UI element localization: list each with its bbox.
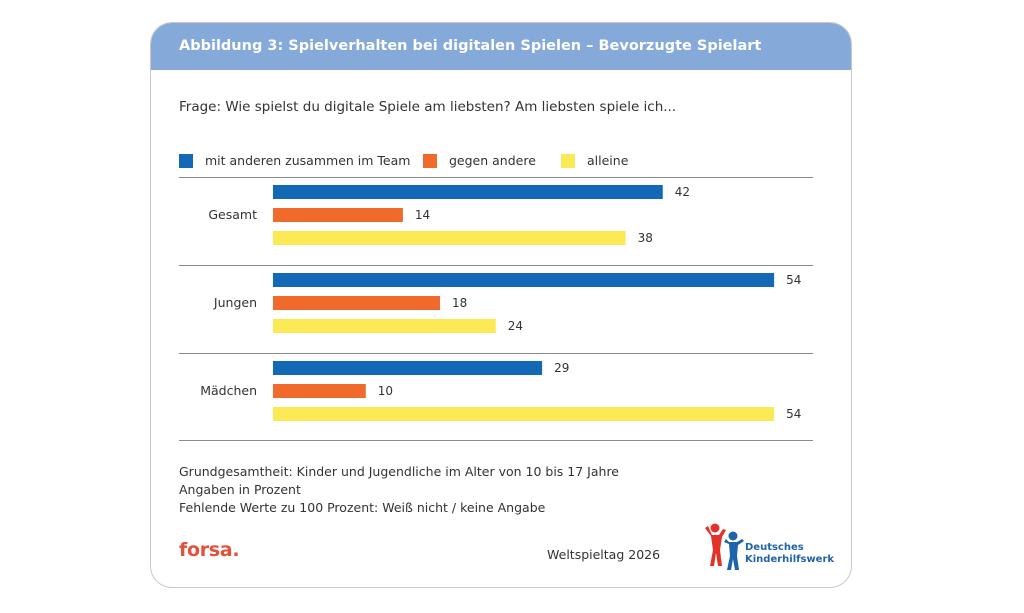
legend-label-against: gegen andere xyxy=(449,153,536,168)
bar-mädchen-team xyxy=(273,361,543,375)
data-label-jungen-team: 54 xyxy=(786,273,801,287)
bar-mädchen-against xyxy=(273,384,366,398)
category-label-jungen: Jungen xyxy=(213,295,257,310)
kinderhilfswerk-logo-text: Deutsches Kinderhilfswerk xyxy=(745,542,834,566)
bar-gesamt-team xyxy=(273,185,663,199)
data-label-jungen-alone: 24 xyxy=(508,319,523,333)
data-label-gesamt-alone: 38 xyxy=(638,231,653,245)
data-label-gesamt-team: 42 xyxy=(675,185,690,199)
bar-jungen-against xyxy=(273,296,441,310)
bar-jungen-team xyxy=(273,273,775,287)
legend-swatch-team xyxy=(179,154,193,168)
data-label-mädchen-against: 10 xyxy=(378,384,393,398)
logo-text-line2: Kinderhilfswerk xyxy=(745,554,835,565)
chart-card: Abbildung 3: Spielverhalten bei digitale… xyxy=(150,22,852,588)
legend-swatch-against xyxy=(423,154,437,168)
bar-jungen-alone xyxy=(273,319,496,333)
bar-mädchen-alone xyxy=(273,407,775,421)
two-children-figures-icon xyxy=(705,523,744,570)
footnotes: Grundgesamtheit: Kinder und Jugendliche … xyxy=(179,463,619,517)
bar-gesamt-against xyxy=(273,208,403,222)
legend-swatch-alone xyxy=(561,154,575,168)
data-label-mädchen-alone: 54 xyxy=(786,407,801,421)
logo-text-line1: Deutsches xyxy=(745,542,804,553)
footnote-missing-values: Fehlende Werte zu 100 Prozent: Weiß nich… xyxy=(179,500,546,515)
survey-question: Frage: Wie spielst du digitale Spiele am… xyxy=(179,99,677,115)
chart-title: Abbildung 3: Spielverhalten bei digitale… xyxy=(179,38,762,54)
data-label-gesamt-against: 14 xyxy=(415,208,430,222)
footnote-units: Angaben in Prozent xyxy=(179,482,301,497)
bar-chart: Gesamt 42 14 38 Jungen 54 18 24 Mädchen 29 10 54 xyxy=(179,177,813,441)
kinderhilfswerk-logo: Deutsches Kinderhilfswerk xyxy=(703,520,834,572)
data-label-jungen-against: 18 xyxy=(452,296,467,310)
legend-label-team: mit anderen zusammen im Team xyxy=(205,153,411,168)
legend-label-alone: alleine xyxy=(587,153,629,168)
data-label-mädchen-team: 29 xyxy=(554,361,569,375)
forsa-logo: forsa. xyxy=(179,539,240,561)
category-label-gesamt: Gesamt xyxy=(208,207,257,222)
footnote-population: Grundgesamtheit: Kinder und Jugendliche … xyxy=(179,464,619,479)
event-label: Weltspieltag 2026 xyxy=(547,547,661,562)
bar-gesamt-alone xyxy=(273,231,626,245)
card-header: Abbildung 3: Spielverhalten bei digitale… xyxy=(151,23,851,70)
category-label-mädchen: Mädchen xyxy=(200,383,257,398)
